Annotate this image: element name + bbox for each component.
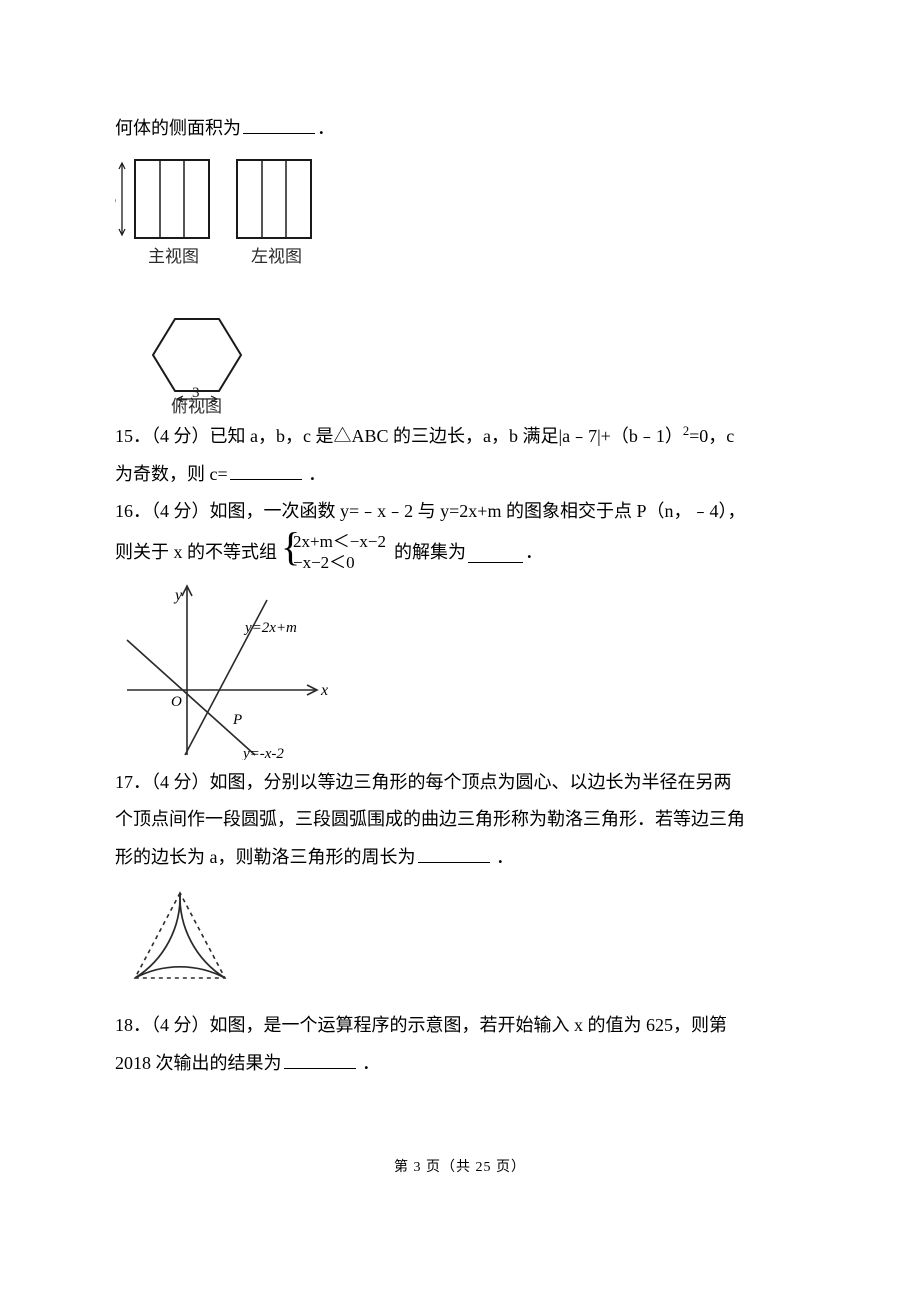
q17-figure (115, 883, 805, 1003)
q15-number: 15 (115, 426, 133, 446)
q18-line1: 18．（4 分）如图，是一个运算程序的示意图，若开始输入 x 的值为 625，则… (115, 1007, 805, 1045)
q15-line2-before: 为奇数，则 c= (115, 464, 228, 484)
blank-q15 (230, 459, 302, 480)
q16-line2-after: 的解集为 (394, 534, 466, 572)
q16-system: 2x+m＜−x−2 −x−2＜0 (293, 531, 386, 574)
footer-before: 第 (394, 1160, 414, 1175)
top-fragment-line: 何体的侧面积为 ． (115, 110, 805, 148)
q16-line1: 16．（4 分）如图，一次函数 y=﹣x﹣2 与 y=2x+m 的图象相交于点 … (115, 493, 805, 531)
q16-points: （4 分） (151, 501, 210, 521)
q18-period: ． (358, 1053, 381, 1073)
top-view-label: 俯视图 (171, 397, 222, 414)
line1-label: y=2x+m (243, 620, 297, 636)
reuleaux-svg (115, 883, 245, 1003)
q16-line1-text: 如图，一次函数 y=﹣x﹣2 与 y=2x+m 的图象相交于点 P（n，﹣4）， (210, 501, 746, 521)
q17-line1-text: 如图，分别以等边三角形的每个顶点为圆心、以边长为半径在另两 (210, 772, 732, 792)
three-view-svg: 6 主视图 左视图 3 俯视图 (115, 154, 335, 414)
q18-number: 18 (115, 1015, 133, 1035)
top-period: ． (317, 118, 335, 138)
blank-q17 (418, 842, 490, 863)
q15-points: （4 分） (151, 426, 210, 446)
q17-period: ． (492, 847, 515, 867)
blank-top (243, 113, 315, 134)
q16-period: ． (525, 534, 543, 572)
q16-graph-svg: y x O P y=2x+m y=-x-2 (115, 580, 345, 760)
q16-sys-row2: −x−2＜0 (293, 553, 355, 572)
line2-label: y=-x-2 (241, 746, 284, 760)
q16-number: 16 (115, 501, 133, 521)
side-view-label: 左视图 (251, 247, 302, 266)
q16-line2: 则关于 x 的不等式组 2x+m＜−x−2 −x−2＜0 的解集为 ． (115, 531, 805, 574)
q15-after: =0，c (689, 426, 734, 446)
q15-line2: 为奇数，则 c= ． (115, 456, 805, 494)
q17-line3: 形的边长为 a，则勒洛三角形的周长为 ． (115, 839, 805, 877)
q15-period: ． (304, 464, 327, 484)
q17-line2: 个顶点间作一段圆弧，三段圆弧围成的曲边三角形称为勒洛三角形．若等边三角 (115, 801, 805, 839)
q16-sys-row1: 2x+m＜−x−2 (293, 532, 386, 551)
blank-q18 (284, 1048, 356, 1069)
q17-line1: 17．（4 分）如图，分别以等边三角形的每个顶点为圆心、以边长为半径在另两 (115, 764, 805, 802)
blank-q16 (468, 542, 523, 563)
q17-line2-text: 个顶点间作一段圆弧，三段圆弧围成的曲边三角形称为勒洛三角形．若等边三角 (115, 809, 745, 829)
p-label: P (232, 712, 242, 728)
footer-total: 25 (476, 1160, 492, 1175)
y-axis-label: y (173, 587, 183, 604)
x-axis-label: x (320, 682, 328, 699)
q15-line1: 15．（4 分）已知 a，b，c 是△ABC 的三边长，a，b 满足|a﹣7|+… (115, 418, 805, 456)
q17-number: 17 (115, 772, 133, 792)
footer-mid: 页（共 (422, 1160, 476, 1175)
page-footer: 第 3 页（共 25 页） (115, 1153, 805, 1182)
q18-line2: 2018 次输出的结果为 ． (115, 1045, 805, 1083)
q16-graph: y x O P y=2x+m y=-x-2 (115, 580, 805, 760)
q18-line2-before: 2018 次输出的结果为 (115, 1053, 282, 1073)
q16-line2-before: 则关于 x 的不等式组 (115, 534, 277, 572)
footer-after: 页） (492, 1160, 527, 1175)
top-fragment-text: 何体的侧面积为 (115, 118, 241, 138)
height-label: 6 (115, 191, 116, 208)
origin-label: O (171, 694, 182, 710)
q18-points: （4 分） (151, 1015, 210, 1035)
q15-before: 已知 a，b，c 是△ABC 的三边长，a，b 满足|a﹣7|+（b﹣1） (210, 426, 683, 446)
q17-line3-before: 形的边长为 a，则勒洛三角形的周长为 (115, 847, 416, 867)
footer-page: 3 (414, 1160, 422, 1175)
front-view-label: 主视图 (148, 247, 199, 266)
q17-points: （4 分） (151, 772, 210, 792)
q18-line1-text: 如图，是一个运算程序的示意图，若开始输入 x 的值为 625，则第 (210, 1015, 728, 1035)
three-view-figure: 6 主视图 左视图 3 俯视图 (115, 154, 805, 414)
